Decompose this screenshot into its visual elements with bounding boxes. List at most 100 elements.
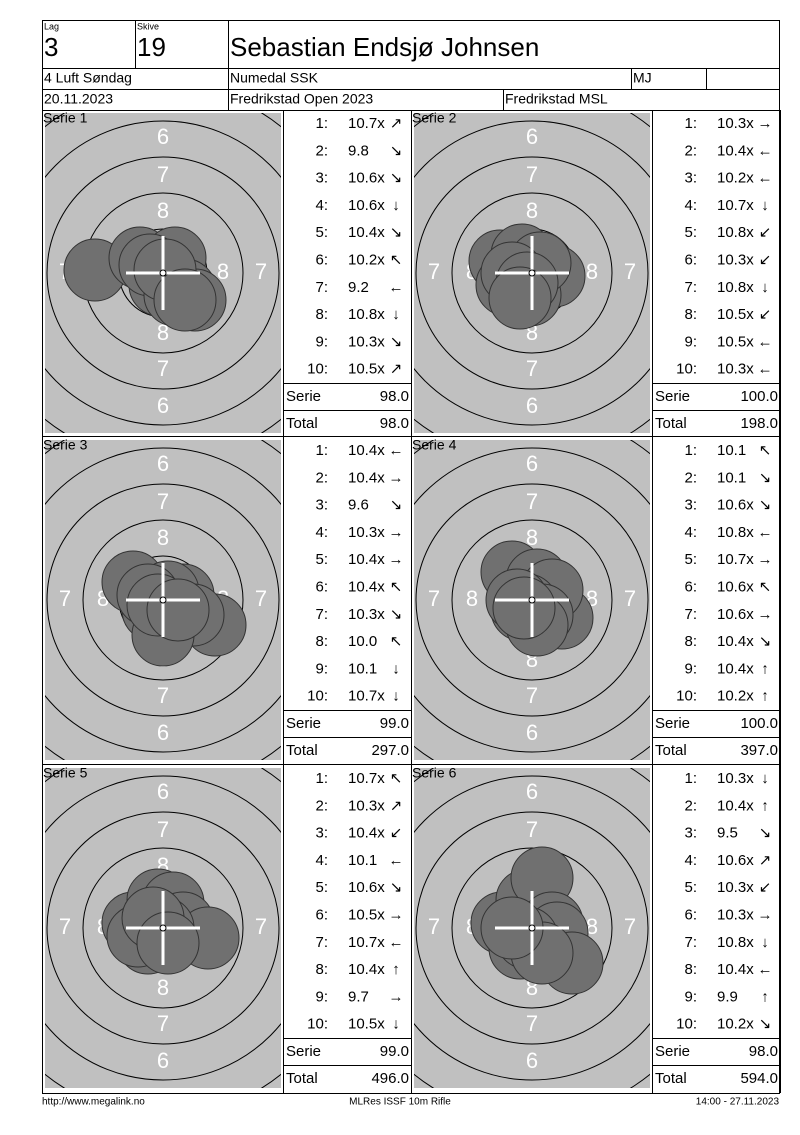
ring bbox=[414, 775, 650, 1081]
shot-number: 6: bbox=[684, 906, 697, 923]
shot-direction: ← bbox=[758, 361, 773, 378]
shot-score: 10.4x bbox=[348, 825, 385, 842]
shot-direction: ← bbox=[389, 442, 404, 459]
ring bbox=[451, 192, 613, 354]
shot-number: 5: bbox=[684, 224, 697, 241]
shot-score: 10.2x bbox=[717, 1016, 754, 1033]
shot-number: 10: bbox=[307, 1016, 328, 1033]
shot-score: 10.4x bbox=[348, 578, 385, 595]
shot-hole bbox=[136, 911, 200, 975]
shot-direction: ↑ bbox=[392, 961, 400, 978]
shot-number: 9: bbox=[315, 660, 328, 677]
shot-score: 10.4x bbox=[717, 142, 754, 159]
shot-direction: ↖ bbox=[390, 578, 403, 595]
shot-score: 9.7 bbox=[348, 988, 369, 1005]
ring-label: 8 bbox=[157, 975, 169, 1000]
ring-label: 7 bbox=[526, 1011, 538, 1036]
shot-number: 2: bbox=[315, 797, 328, 814]
ring-label: 6 bbox=[526, 720, 538, 745]
class: 4 Luft Søndag bbox=[44, 70, 132, 86]
center bbox=[159, 269, 167, 277]
shot-score: 10.6x bbox=[348, 197, 385, 214]
ring-label: 7 bbox=[526, 162, 538, 187]
series-title: Serie 5 bbox=[43, 765, 88, 781]
shot-direction: ↙ bbox=[759, 224, 772, 241]
ring-label: 7 bbox=[157, 162, 169, 187]
shot-number: 1: bbox=[315, 442, 328, 459]
ring-label: 7 bbox=[255, 259, 267, 284]
shot-score: 10.3x bbox=[348, 606, 385, 623]
ring bbox=[415, 811, 649, 1045]
shot-score: 9.5 bbox=[717, 825, 738, 842]
club: Numedal SSK bbox=[230, 70, 319, 86]
serie-score: 98.0 bbox=[749, 1043, 778, 1060]
shot-number: 2: bbox=[684, 142, 697, 159]
shot-direction: ↓ bbox=[392, 306, 400, 323]
venue: Fredrikstad MSL bbox=[505, 91, 608, 107]
shot-score: 10.0 bbox=[348, 633, 377, 650]
ring-label: 7 bbox=[526, 683, 538, 708]
total-score: 297.0 bbox=[371, 742, 409, 759]
shot-direction: ↑ bbox=[761, 797, 769, 814]
ring-label: 6 bbox=[526, 779, 538, 804]
shot-score: 10.7x bbox=[348, 688, 385, 705]
shot-number: 8: bbox=[315, 306, 328, 323]
shot-number: 9: bbox=[684, 988, 697, 1005]
shot-direction: ↘ bbox=[390, 142, 403, 159]
shot-number: 4: bbox=[315, 524, 328, 541]
shot-direction: → bbox=[389, 988, 404, 1005]
shot-score: 10.4x bbox=[717, 961, 754, 978]
shot-number: 1: bbox=[684, 442, 697, 459]
total-score: 198.0 bbox=[740, 415, 778, 432]
shot-direction: ↘ bbox=[759, 469, 772, 486]
shot-hole bbox=[488, 266, 552, 330]
total-score: 98.0 bbox=[380, 415, 409, 432]
shot-direction: ← bbox=[758, 333, 773, 350]
shot-score: 10.5x bbox=[348, 906, 385, 923]
shot-direction: ↓ bbox=[392, 1016, 400, 1033]
shot-direction: ↑ bbox=[761, 660, 769, 677]
ring-label: 8 bbox=[217, 259, 229, 284]
ring-label: 6 bbox=[157, 720, 169, 745]
competition: Fredrikstad Open 2023 bbox=[230, 91, 373, 107]
shot-number: 2: bbox=[684, 469, 697, 486]
total-label: Total bbox=[655, 742, 687, 759]
shot-score: 10.4x bbox=[348, 961, 385, 978]
shot-score: 10.4x bbox=[717, 797, 754, 814]
center bbox=[159, 596, 167, 604]
ring bbox=[82, 519, 244, 681]
shot-number: 7: bbox=[315, 934, 328, 951]
shot-direction: → bbox=[389, 551, 404, 568]
shot-number: 3: bbox=[684, 170, 697, 187]
shot-direction: ← bbox=[758, 142, 773, 159]
ring bbox=[451, 519, 613, 681]
center bbox=[528, 924, 536, 932]
ring-label: 7 bbox=[526, 489, 538, 514]
shot-direction: ↓ bbox=[392, 688, 400, 705]
ring-label: 7 bbox=[526, 356, 538, 381]
shot-direction: ↘ bbox=[759, 497, 772, 514]
shot-number: 2: bbox=[315, 469, 328, 486]
series-title: Serie 4 bbox=[412, 437, 457, 453]
shot-number: 5: bbox=[684, 551, 697, 568]
shot-number: 7: bbox=[684, 606, 697, 623]
shot-number: 9: bbox=[315, 333, 328, 350]
shot-direction: ↑ bbox=[761, 688, 769, 705]
ring-label: 6 bbox=[157, 393, 169, 418]
shot-direction: ↓ bbox=[761, 197, 769, 214]
shot-direction: ↖ bbox=[759, 578, 772, 595]
shot-score: 10.6x bbox=[717, 606, 754, 623]
shot-number: 1: bbox=[315, 770, 328, 787]
shot-number: 3: bbox=[315, 170, 328, 187]
shot-number: 6: bbox=[315, 906, 328, 923]
shot-number: 4: bbox=[684, 197, 697, 214]
shot-direction: ↗ bbox=[390, 797, 403, 814]
shot-number: 6: bbox=[315, 251, 328, 268]
shot-number: 4: bbox=[315, 852, 328, 869]
shot-number: 2: bbox=[315, 142, 328, 159]
